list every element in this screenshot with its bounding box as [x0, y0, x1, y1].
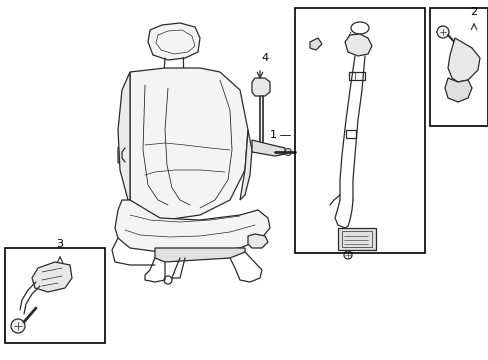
Polygon shape [32, 262, 72, 292]
Bar [429, 8, 487, 126]
Text: 1: 1 [269, 130, 276, 140]
Circle shape [436, 26, 448, 38]
Polygon shape [447, 38, 479, 82]
Circle shape [284, 148, 291, 156]
Bar [337, 228, 375, 250]
Text: 2: 2 [469, 7, 477, 17]
Circle shape [11, 319, 25, 333]
Bar [294, 8, 424, 253]
Polygon shape [240, 130, 251, 200]
Polygon shape [247, 234, 267, 248]
Polygon shape [148, 23, 200, 60]
Polygon shape [444, 78, 471, 102]
Polygon shape [155, 248, 244, 262]
Polygon shape [115, 200, 269, 252]
Polygon shape [251, 78, 269, 96]
Polygon shape [118, 72, 130, 200]
Polygon shape [251, 140, 285, 156]
Polygon shape [345, 34, 371, 56]
Circle shape [274, 148, 281, 156]
Polygon shape [309, 38, 321, 50]
Bar [5, 248, 105, 343]
Polygon shape [130, 68, 247, 220]
FancyBboxPatch shape [118, 147, 127, 163]
Bar [341, 231, 371, 247]
Text: 4: 4 [261, 53, 268, 63]
Text: 3: 3 [57, 239, 63, 249]
